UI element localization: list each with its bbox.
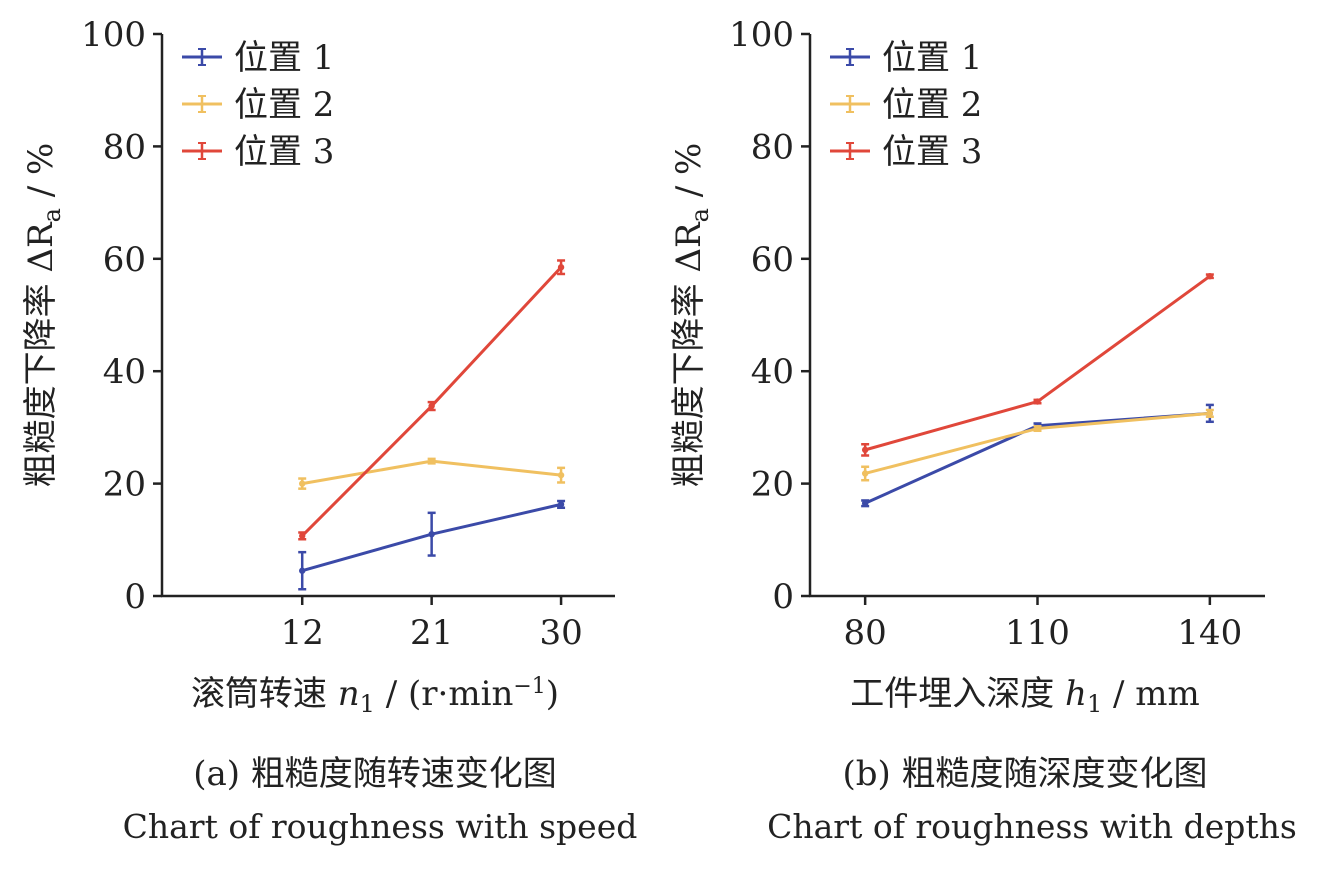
caption-cn-speed: (a) 粗糙度随转速变化图 xyxy=(193,754,557,794)
caption-en-depth: Chart of roughness with depths xyxy=(767,807,1297,846)
x-tick-label: 30 xyxy=(539,613,582,653)
y-tick-label: 60 xyxy=(751,240,794,280)
legend-label-position-2: 位置 2 xyxy=(882,85,982,125)
y-tick-label: 20 xyxy=(103,465,146,505)
x-tick-label: 110 xyxy=(1005,613,1070,653)
data-point xyxy=(428,457,435,465)
data-point xyxy=(299,480,306,487)
data-point xyxy=(557,264,565,271)
data-point xyxy=(428,402,435,410)
y-tick-label: 0 xyxy=(772,577,794,617)
chart-panel-depth: 0 20 40 60 80 100 80 110 140 位置 1 位置 2 位置 3 粗糙度下降率 … xyxy=(669,15,1297,846)
plot-area-speed: 0 20 40 60 80 100 12 21 30 位置 1 位置 2 位置 3 xyxy=(81,15,615,653)
chart-panel-speed: 0 20 40 60 80 100 12 21 30 位置 1 位置 2 位置 3 粗糙度下降率 ΔR… xyxy=(21,15,637,846)
legend-label-position-3: 位置 3 xyxy=(882,132,982,172)
data-point xyxy=(861,470,869,477)
x-tick-label: 80 xyxy=(844,613,887,653)
data-point xyxy=(861,500,869,507)
data-point xyxy=(1034,425,1041,432)
y-tick-label: 60 xyxy=(103,240,146,280)
x-axis-title-depth: 工件埋入深度 h1 / mm xyxy=(850,674,1200,718)
x-tick-label: 140 xyxy=(1177,613,1242,653)
y-axis-title-speed: 粗糙度下降率 ΔRa / % xyxy=(21,143,66,488)
y-tick-label: 40 xyxy=(751,352,794,392)
legend-label-position-1: 位置 1 xyxy=(234,38,334,78)
data-point xyxy=(299,532,306,540)
data-point xyxy=(299,567,306,574)
data-point xyxy=(1034,398,1041,405)
y-tick-label: 100 xyxy=(729,15,794,55)
plot-area-depth: 0 20 40 60 80 100 80 110 140 位置 1 位置 2 位置 3 xyxy=(729,15,1265,653)
legend-label-position-1: 位置 1 xyxy=(882,38,982,78)
legend-label-position-3: 位置 3 xyxy=(234,132,334,172)
y-tick-label: 0 xyxy=(124,577,146,617)
data-point xyxy=(557,501,565,508)
data-point xyxy=(1206,273,1214,280)
data-point xyxy=(1206,410,1214,417)
x-axis-title-speed: 滚筒转速 n1 / (r·min−1) xyxy=(191,674,559,718)
caption-cn-depth: (b) 粗糙度随深度变化图 xyxy=(842,754,1207,794)
caption-en-speed: Chart of roughness with speed xyxy=(123,807,638,846)
legend-label-position-2: 位置 2 xyxy=(234,85,334,125)
y-tick-label: 80 xyxy=(751,127,794,167)
y-axis-title-depth: 粗糙度下降率 ΔRa / % xyxy=(669,143,714,488)
y-tick-label: 100 xyxy=(81,15,146,55)
y-tick-label: 40 xyxy=(103,352,146,392)
x-tick-label: 12 xyxy=(281,613,324,653)
data-point xyxy=(557,471,565,479)
data-point xyxy=(428,530,435,538)
y-tick-label: 80 xyxy=(103,127,146,167)
x-tick-label: 21 xyxy=(410,613,453,653)
data-point xyxy=(861,446,869,454)
y-tick-label: 20 xyxy=(751,465,794,505)
